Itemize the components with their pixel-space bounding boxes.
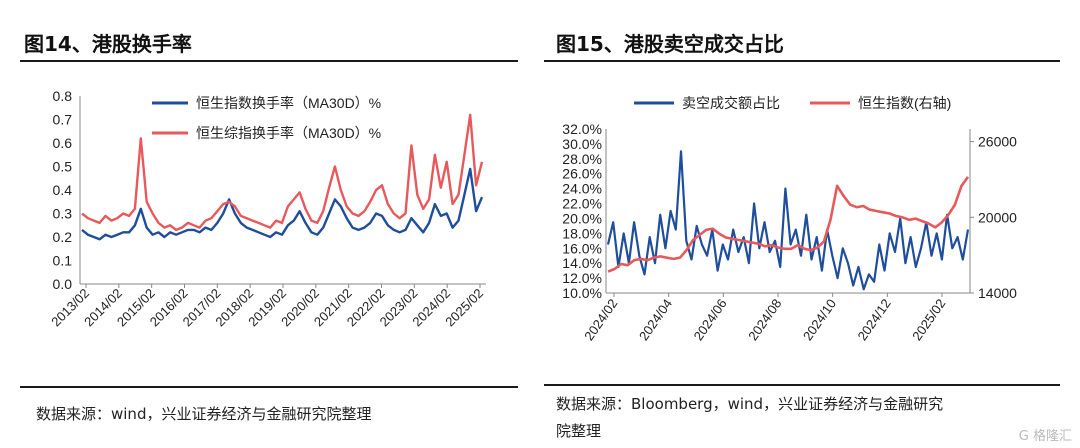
right-x-tick-label: 2024/02 xyxy=(581,296,620,343)
left-figure-title: 图14、港股换手率 xyxy=(24,32,192,56)
right-y-tick-label: 10.0% xyxy=(562,285,602,301)
right-y-tick-label: 26.0% xyxy=(562,166,602,182)
right-x-tick-label: 2024/12 xyxy=(855,296,894,343)
right-legend-label-2: 恒生指数(右轴) xyxy=(858,95,951,111)
left-turnover-chart: 0.00.10.20.30.40.50.60.70.82013/022014/0… xyxy=(48,88,486,329)
right-y-tick-label: 12.0% xyxy=(562,270,602,286)
right-y-tick-label: 14.0% xyxy=(562,255,602,271)
right-y2-tick-label: 14000 xyxy=(978,285,1017,301)
left-source-rule xyxy=(20,386,518,388)
left-y-tick-label: 0.0 xyxy=(53,276,73,292)
right-x-tick-label: 2024/06 xyxy=(691,296,730,343)
left-y-tick-label: 0.2 xyxy=(53,229,73,245)
right-legend-label-1: 卖空成交额占比 xyxy=(682,95,780,111)
left-source-note: 数据来源：wind，兴业证券经济与金融研究院整理 xyxy=(36,405,372,423)
right-y-tick-label: 20.0% xyxy=(562,210,602,226)
right-y-tick-label: 18.0% xyxy=(562,225,602,241)
right-y2-tick-label: 26000 xyxy=(978,134,1017,150)
left-y-tick-label: 0.8 xyxy=(53,88,73,104)
left-title-rule xyxy=(20,60,518,62)
left-y-tick-label: 0.1 xyxy=(53,253,73,269)
right-source-rule xyxy=(544,384,1060,386)
right-source-note-line1: 数据来源：Bloomberg，wind，兴业证券经济与金融研究 xyxy=(556,395,944,413)
right-y-tick-label: 30.0% xyxy=(562,136,602,152)
left-figure-panel: 图14、港股换手率 0.0 0.1 0.2 0.3 0.4 0.5 0.6 0.7 0.8 201… xyxy=(20,32,518,423)
right-x-tick-label: 2024/08 xyxy=(745,296,784,343)
left-series-line-1 xyxy=(81,167,484,241)
right-y-tick-label: 32.0% xyxy=(562,121,602,137)
right-figure-panel: 图15、港股卖空成交占比 10.0% 12.0% 14.0% 16.0% 18.0% 20… xyxy=(540,0,1080,448)
right-short-selling-chart: 10.0%12.0%14.0%16.0%18.0%20.0%22.0%24.0%… xyxy=(562,95,1017,343)
right-series-line-1 xyxy=(606,150,970,291)
left-series-line-2 xyxy=(81,113,484,232)
right-y-tick-label: 16.0% xyxy=(562,240,602,256)
right-y-tick-label: 22.0% xyxy=(562,196,602,212)
right-x-tick-label: 2024/04 xyxy=(636,296,675,343)
right-y-tick-label: 28.0% xyxy=(562,151,602,167)
right-x-tick-label: 2024/10 xyxy=(800,296,839,343)
left-legend-label-2: 恒生综指换手率（MA30D）% xyxy=(196,125,381,141)
left-y-tick-label: 0.6 xyxy=(53,135,73,151)
right-y2-tick-label: 20000 xyxy=(978,209,1017,225)
left-y-tick-label: 0.7 xyxy=(53,112,73,128)
right-title-rule xyxy=(544,60,1060,62)
right-figure-title: 图15、港股卖空成交占比 xyxy=(556,32,784,56)
left-y-tick-label: 0.3 xyxy=(53,206,73,222)
right-y-tick-label: 24.0% xyxy=(562,181,602,197)
left-y-tick-label: 0.5 xyxy=(53,159,73,175)
left-y-tick-label: 0.4 xyxy=(53,182,73,198)
right-series-line-2 xyxy=(607,176,970,273)
watermark-logo: G 格隆汇 xyxy=(1018,429,1072,444)
right-source-note-line2: 院整理 xyxy=(556,422,602,440)
right-x-tick-label: 2025/02 xyxy=(909,296,948,343)
left-legend-label-1: 恒生指数换手率（MA30D）% xyxy=(196,95,381,111)
